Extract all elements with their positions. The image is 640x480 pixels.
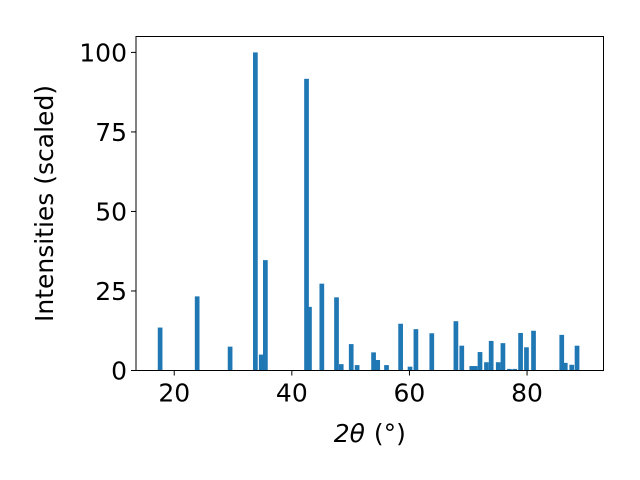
x-axis-label-var: 2θ [334,419,365,448]
bar-28 [500,343,506,371]
bar-17 [407,366,413,371]
plot-frame [135,36,604,371]
x-axis-label-unit: (°) [374,419,406,448]
bar-9 [334,297,339,371]
bar-16 [398,323,403,371]
y-tick-label-50: 50 [95,197,127,226]
bar-34 [559,334,565,371]
x-axis-label: 2θ (°) [334,419,406,448]
bar-8 [319,283,325,371]
y-tick-label-0: 0 [111,357,127,386]
bar-37 [574,345,580,371]
bar-32 [524,347,529,371]
bar-10 [338,364,344,371]
bar-7 [307,306,312,371]
y-axis-label: Intensities (scaled) [30,85,59,322]
bar-11 [348,344,354,371]
bar-36 [569,364,575,371]
bar-18 [413,329,419,371]
bar-3 [253,52,258,371]
x-tick-label-20: 20 [158,379,190,408]
bar-14 [375,360,381,371]
bar-23 [472,366,478,371]
bar-31 [518,332,523,371]
bar-12 [354,365,360,371]
bar-13 [371,352,376,371]
x-tick-label-40: 40 [276,379,308,408]
x-tick-label-80: 80 [511,379,543,408]
y-tick-label-25: 25 [95,277,127,306]
bar-0 [157,327,163,371]
bar-33 [531,330,536,371]
bar-15 [384,365,389,371]
bar-2 [227,346,233,371]
y-tick-label-75: 75 [95,118,127,147]
bar-21 [459,345,465,371]
y-axis-ticks: 0 25 50 75 100 [79,38,136,386]
x-tick-label-60: 60 [394,379,426,408]
bar-6 [304,78,309,371]
bar-4 [258,354,264,371]
bar-24 [477,352,483,371]
bar-26 [488,340,494,371]
bar-19 [429,333,435,371]
y-tick-label-100: 100 [79,38,127,67]
bar-5 [263,260,268,371]
bar-25 [484,362,489,371]
bar-22 [469,366,475,371]
bar-30 [512,368,518,371]
bar-20 [453,321,459,371]
bar-27 [495,362,501,371]
bar-35 [562,362,568,371]
bar-29 [507,368,512,371]
bars-group [157,52,580,371]
bar-1 [194,296,200,371]
x-axis-ticks: 20 40 60 80 [158,370,543,408]
